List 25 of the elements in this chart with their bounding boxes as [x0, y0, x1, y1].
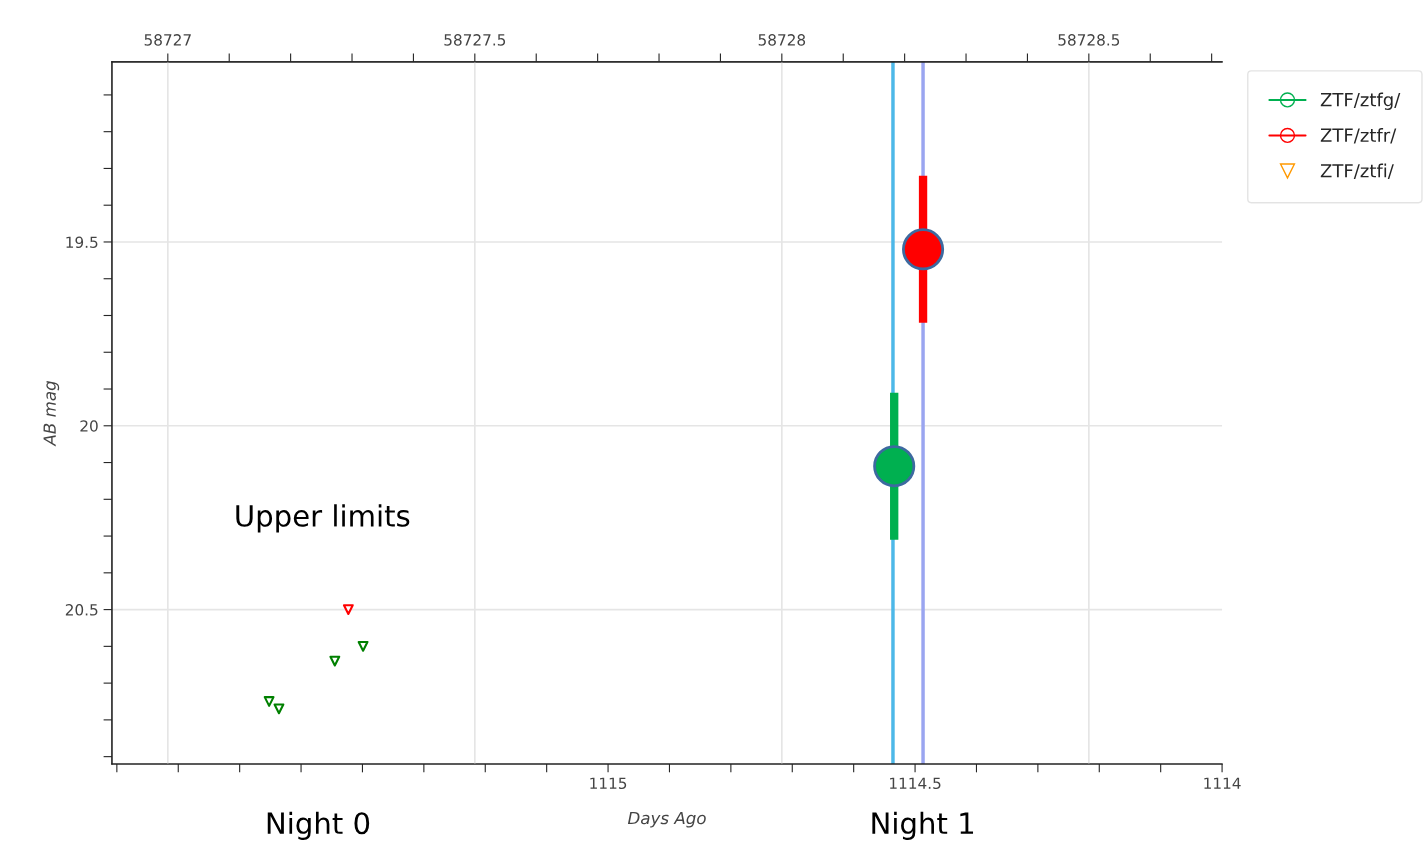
x2-tick-label: 58727: [144, 34, 191, 46]
text: Night 1: [872, 811, 974, 840]
x-tick-label: 1114: [1204, 777, 1241, 789]
x-tick-label: 1114.5: [890, 777, 941, 790]
point: [902, 228, 945, 271]
legend-label: ZTF/ztfg/: [1320, 92, 1401, 110]
x2-tick-label: 58728: [758, 34, 806, 46]
point: [273, 703, 285, 715]
x-axis-title: Days Ago: [627, 811, 706, 828]
text: Night 0: [267, 811, 370, 840]
legend-label: ZTF/ztfr/: [1320, 128, 1397, 144]
y-axis-title: AB mag: [43, 380, 60, 447]
y-tick-label: 20.5: [65, 604, 98, 616]
y-tick-label: 20: [80, 420, 98, 432]
x-tick-label: 1115: [590, 777, 627, 790]
point: [329, 655, 341, 667]
x2-tick-label: 58728.5: [1058, 34, 1120, 46]
point: [873, 445, 916, 488]
annotation: Upper limits: [236, 504, 410, 533]
y-tick-label: 19.5: [66, 236, 98, 248]
legend-label: ZTF/ztfi/: [1320, 163, 1394, 179]
point: [263, 696, 275, 707]
point: [342, 604, 354, 616]
x2-tick-label: 58727.5: [444, 34, 506, 46]
point: [357, 640, 369, 652]
